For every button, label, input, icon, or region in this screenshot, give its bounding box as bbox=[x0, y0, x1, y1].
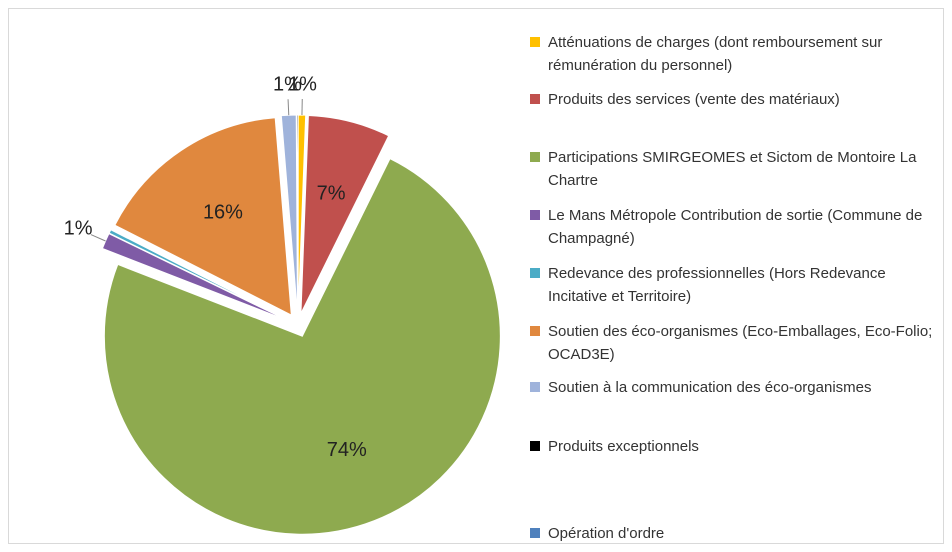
legend-label: Participations SMIRGEOMES et Sictom de M… bbox=[548, 149, 917, 189]
data-label: 7% bbox=[317, 183, 346, 205]
legend-entry: Produits exceptionnels bbox=[530, 435, 948, 458]
legend-entry: Opération d'ordre bbox=[530, 522, 948, 545]
legend-swatch bbox=[530, 268, 540, 278]
legend-label: Produits exceptionnels bbox=[548, 438, 699, 455]
legend-swatch bbox=[530, 152, 540, 162]
pie-slice bbox=[114, 117, 292, 316]
pie-slice bbox=[101, 232, 288, 321]
legend-swatch bbox=[530, 382, 540, 392]
pie-slice bbox=[103, 157, 501, 535]
legend-entry: Participations SMIRGEOMES et Sictom de M… bbox=[530, 146, 948, 192]
legend-entry: Redevance des professionnelles (Hors Red… bbox=[530, 262, 948, 308]
data-label: 16% bbox=[203, 201, 243, 223]
data-label: 1% bbox=[273, 74, 302, 96]
legend-entry: Produits des services (vente des matéria… bbox=[530, 88, 948, 111]
legend-entry: Atténuations de charges (dont remboursem… bbox=[530, 31, 948, 77]
legend-label: Redevance des professionnelles (Hors Red… bbox=[548, 265, 886, 305]
legend-swatch bbox=[530, 94, 540, 104]
legend-swatch bbox=[530, 441, 540, 451]
legend-swatch bbox=[530, 326, 540, 336]
legend-label: Produits des services (vente des matéria… bbox=[548, 91, 840, 108]
legend-label: Atténuations de charges (dont remboursem… bbox=[548, 34, 883, 74]
leader-line bbox=[287, 99, 290, 116]
legend-swatch bbox=[530, 210, 540, 220]
legend-label: Soutien à la communication des éco-organ… bbox=[548, 379, 872, 396]
legend-entry: Soutien à la communication des éco-organ… bbox=[530, 376, 948, 399]
legend-label: Opération d'ordre bbox=[548, 525, 665, 542]
legend-label: Soutien des éco-organismes (Eco-Emballag… bbox=[548, 323, 933, 363]
pie-slice bbox=[108, 229, 288, 321]
legend-entry: Soutien des éco-organismes (Eco-Emballag… bbox=[530, 320, 948, 366]
legend-swatch bbox=[530, 37, 540, 47]
data-label: 1% bbox=[288, 73, 317, 95]
data-label: 1% bbox=[64, 217, 93, 239]
legend-label: Le Mans Métropole Contribution de sortie… bbox=[548, 207, 923, 247]
data-label: 74% bbox=[327, 439, 367, 461]
pie-slice bbox=[300, 114, 390, 314]
legend-entry: Le Mans Métropole Contribution de sortie… bbox=[530, 204, 948, 250]
leader-line bbox=[90, 234, 106, 242]
legend-swatch bbox=[530, 528, 540, 538]
